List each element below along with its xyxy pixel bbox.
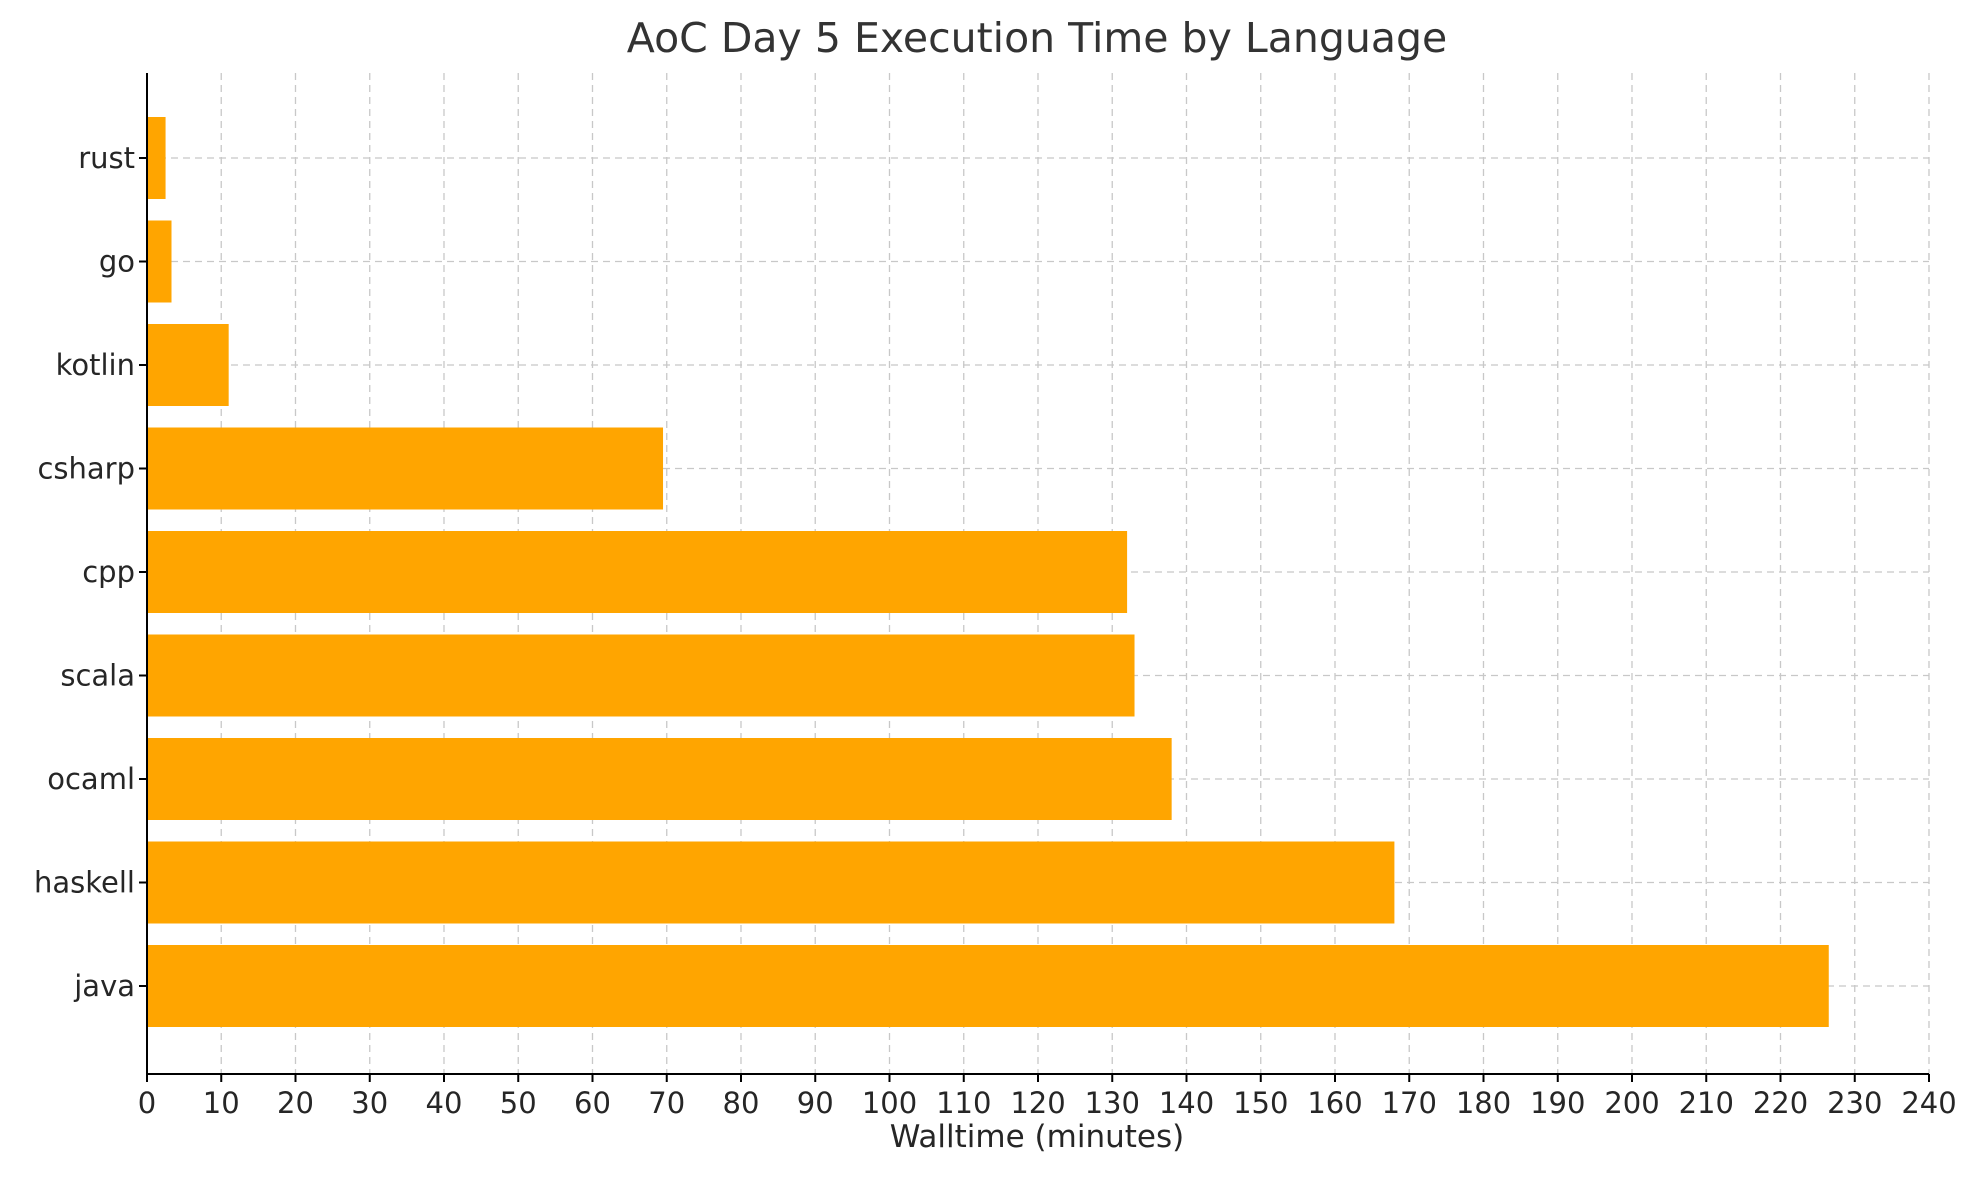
x-tick-label: 220 [1753, 1086, 1808, 1120]
x-tick-label: 140 [1159, 1086, 1214, 1120]
x-tick-label: 200 [1604, 1086, 1659, 1120]
x-tick-label: 60 [574, 1086, 611, 1120]
x-tick-label: 20 [277, 1086, 314, 1120]
y-tick-label-cpp: cpp [82, 555, 135, 589]
x-tick-label: 70 [648, 1086, 685, 1120]
bar-java [147, 945, 1829, 1027]
bars [147, 117, 1829, 1027]
x-tick-label: 160 [1307, 1086, 1362, 1120]
x-axis-label: Walltime (minutes) [890, 1119, 1184, 1155]
y-tick-label-java: java [73, 969, 135, 1003]
y-tick-label-kotlin: kotlin [56, 348, 135, 382]
bar-go [147, 220, 172, 303]
chart-title: AoC Day 5 Execution Time by Language [627, 14, 1447, 62]
x-tick-label: 230 [1827, 1086, 1882, 1120]
y-tick-label-csharp: csharp [37, 452, 135, 486]
x-tick-label: 120 [1010, 1086, 1065, 1120]
y-tick-label-haskell: haskell [34, 866, 135, 900]
y-tick-label-scala: scala [60, 659, 135, 693]
bar-csharp [147, 427, 664, 510]
y-tick-label-ocaml: ocaml [47, 762, 135, 796]
bar-ocaml [147, 738, 1172, 820]
bar-rust [147, 117, 166, 199]
bar-scala [147, 634, 1135, 717]
y-tick-label-go: go [99, 245, 135, 279]
x-tick-label: 110 [936, 1086, 991, 1120]
bar-haskell [147, 841, 1395, 924]
x-tick-label: 170 [1382, 1086, 1437, 1120]
axes [139, 73, 1930, 1082]
x-tick-label: 90 [797, 1086, 834, 1120]
bar-kotlin [147, 324, 229, 406]
bar-cpp [147, 531, 1128, 613]
x-tick-label: 30 [351, 1086, 388, 1120]
x-tick-label: 190 [1530, 1086, 1585, 1120]
x-tick-label: 130 [1085, 1086, 1140, 1120]
x-tick-label: 0 [138, 1086, 156, 1120]
x-tick-label: 240 [1901, 1086, 1956, 1120]
tick-labels: 0 10 20 30 40 50 60 70 80 90 100 110 120 130 140 150 160… [34, 141, 1957, 1120]
x-tick-label: 210 [1679, 1086, 1734, 1120]
x-tick-label: 100 [862, 1086, 917, 1120]
x-tick-label: 50 [500, 1086, 537, 1120]
x-tick-label: 80 [723, 1086, 760, 1120]
x-tick-label: 10 [203, 1086, 240, 1120]
y-tick-label-rust: rust [78, 141, 135, 175]
x-tick-label: 40 [426, 1086, 463, 1120]
x-tick-label: 150 [1233, 1086, 1288, 1120]
x-tick-label: 180 [1456, 1086, 1511, 1120]
